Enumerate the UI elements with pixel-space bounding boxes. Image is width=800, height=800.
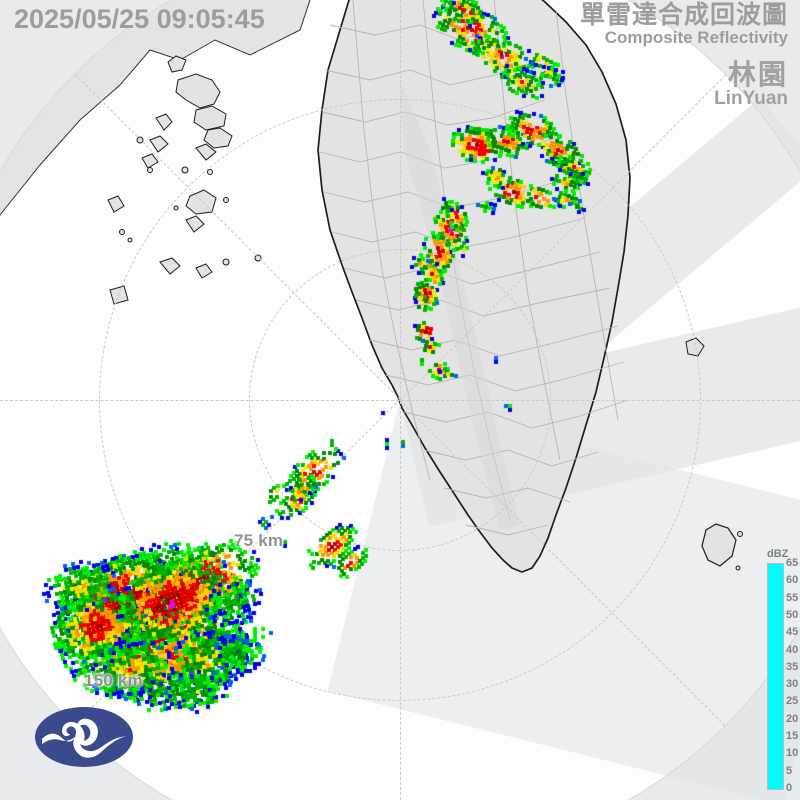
station-name-english: LinYuan: [714, 88, 788, 110]
station-block: 林園 LinYuan: [714, 60, 788, 110]
cwb-logo: [35, 707, 133, 767]
colorbar-gradient: [767, 563, 784, 790]
title-block: 單雷達合成回波圖 Composite Reflectivity: [580, 2, 788, 48]
timestamp-label: 2025/05/25 09:05:45: [14, 4, 265, 34]
colorbar-tick-30: 30: [786, 678, 799, 691]
reflectivity-colorbar: dBZ 65 60 55 50 45 40 35 30 25 20 15 10 5 0: [764, 548, 800, 800]
colorbar-tick-0: 0: [786, 782, 793, 794]
station-name-chinese: 林園: [727, 59, 788, 90]
colorbar-tick-35: 35: [786, 660, 799, 673]
colorbar-tick-40: 40: [786, 643, 799, 656]
colorbar-tick-60: 60: [786, 574, 799, 587]
colorbar-tick-10: 10: [786, 747, 799, 760]
colorbar-tick-45: 45: [786, 626, 799, 639]
title-english: Composite Reflectivity: [604, 28, 788, 48]
colorbar-unit-label: dBZ: [767, 548, 789, 560]
title-chinese: 單雷達合成回波圖: [579, 1, 788, 29]
colorbar-tick-65: 65: [786, 557, 799, 569]
colorbar-tick-20: 20: [786, 712, 799, 725]
colorbar-tick-55: 55: [786, 591, 799, 604]
colorbar-tick-15: 15: [786, 730, 799, 743]
colorbar-tick-50: 50: [786, 608, 799, 621]
colorbar-tick-5: 5: [786, 764, 793, 777]
colorbar-tick-25: 25: [786, 695, 799, 708]
